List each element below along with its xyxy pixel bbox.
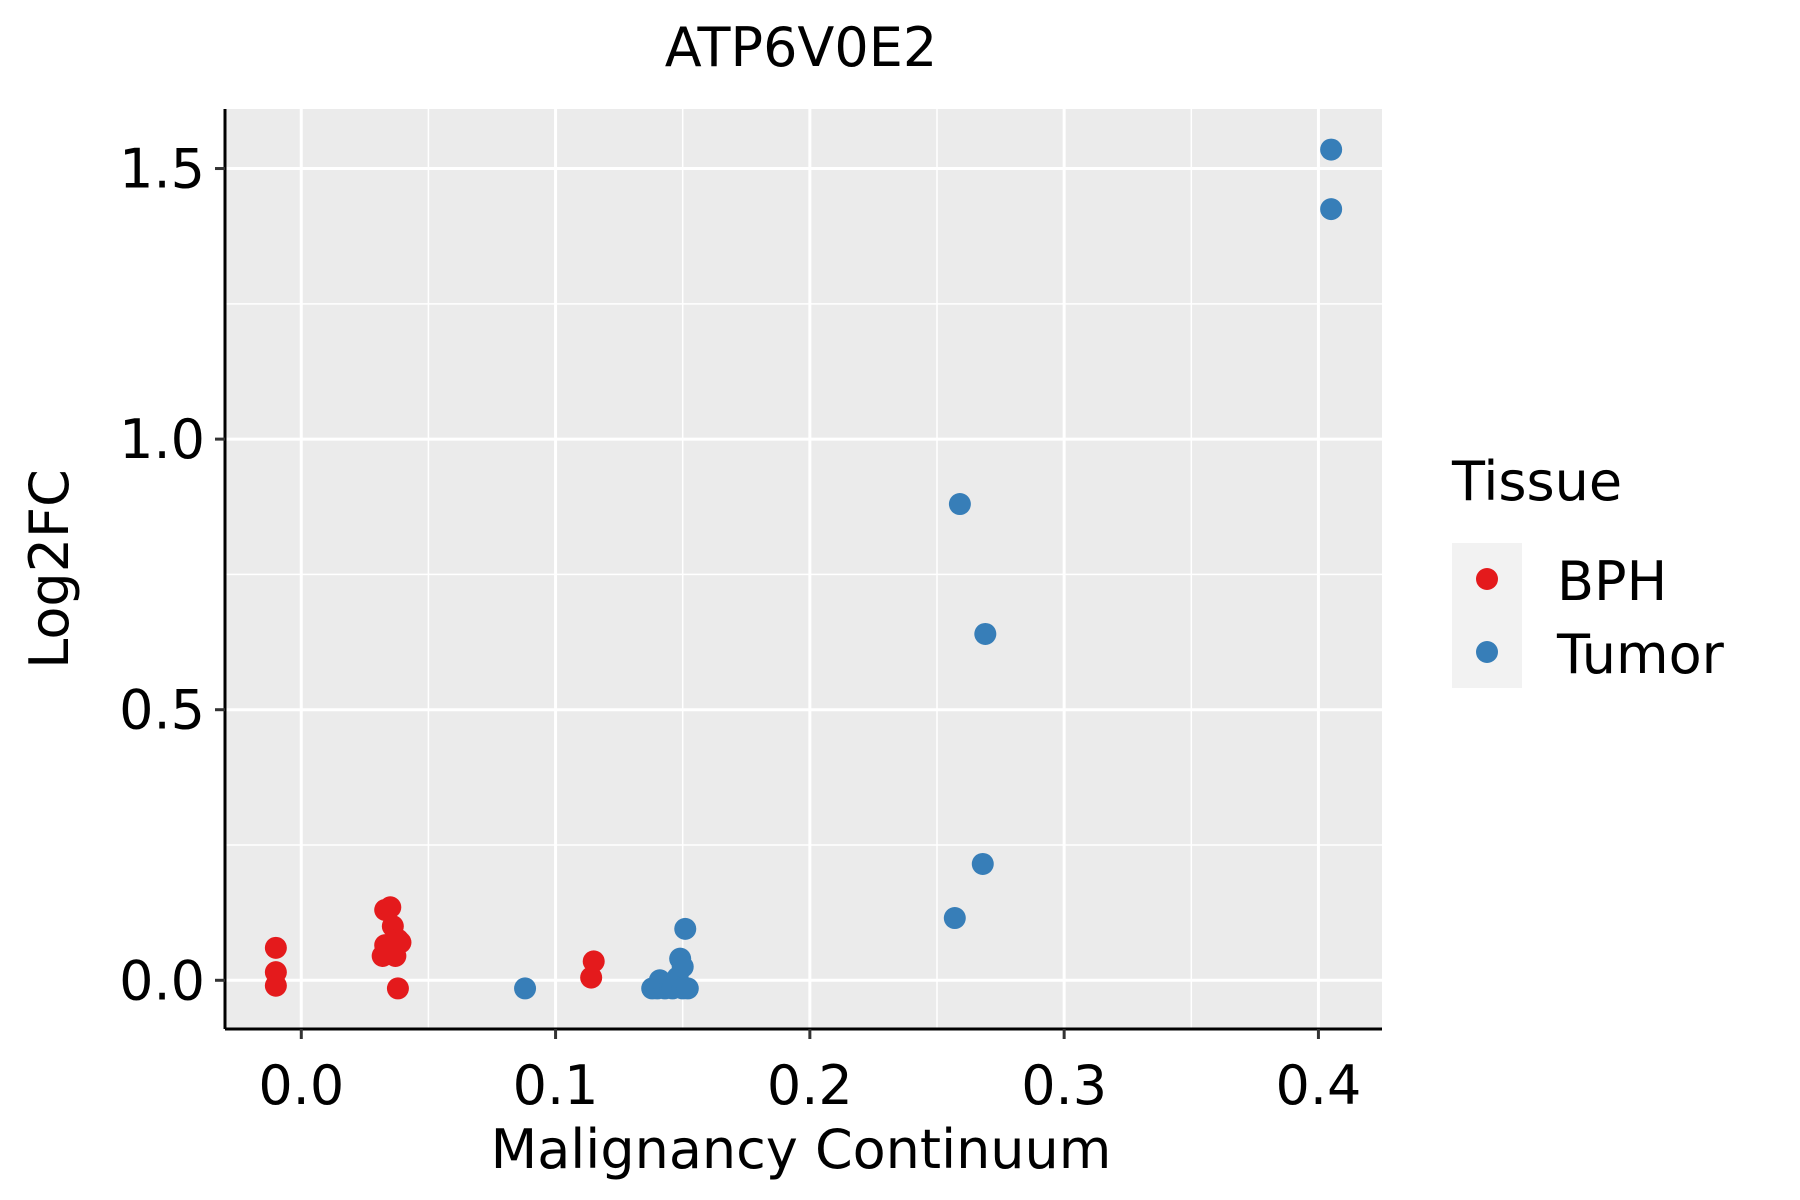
plot-panel bbox=[225, 109, 1382, 1029]
point-tumor bbox=[514, 977, 537, 1000]
point-tumor bbox=[671, 955, 694, 978]
point-bph bbox=[389, 931, 412, 954]
y-tick-label: 0.5 bbox=[119, 679, 205, 742]
y-axis-ticks: 0.0 0.5 1.0 1.5 bbox=[119, 138, 225, 1012]
legend-marker-tumor bbox=[1476, 641, 1498, 663]
y-tick-label: 0.0 bbox=[119, 949, 205, 1012]
x-tick-label: 0.4 bbox=[1275, 1054, 1361, 1117]
point-tumor bbox=[943, 907, 966, 930]
legend-key-background bbox=[1452, 543, 1522, 688]
point-tumor bbox=[974, 622, 997, 645]
x-axis-label: Malignancy Continuum bbox=[491, 1118, 1112, 1181]
point-bph bbox=[379, 896, 402, 919]
x-tick-label: 0.1 bbox=[513, 1054, 599, 1117]
point-tumor bbox=[948, 493, 971, 516]
point-tumor bbox=[1320, 198, 1343, 221]
point-tumor bbox=[676, 977, 699, 1000]
x-axis-ticks: 0.0 0.1 0.2 0.3 0.4 bbox=[258, 1029, 1361, 1117]
point-tumor bbox=[1320, 138, 1343, 161]
legend-label-tumor: Tumor bbox=[1556, 623, 1725, 686]
x-tick-label: 0.3 bbox=[1021, 1054, 1107, 1117]
grid-lines bbox=[225, 109, 1382, 1029]
point-bph bbox=[580, 966, 603, 989]
y-tick-label: 1.0 bbox=[119, 408, 205, 471]
y-tick-label: 1.5 bbox=[119, 138, 205, 201]
point-bph bbox=[582, 950, 605, 973]
point-bph bbox=[264, 974, 287, 997]
legend-marker-bph bbox=[1476, 568, 1498, 590]
point-tumor bbox=[674, 917, 697, 940]
legend-title: Tissue bbox=[1451, 450, 1622, 513]
y-axis-label: Log2FC bbox=[18, 469, 81, 669]
chart-title: ATP6V0E2 bbox=[665, 16, 937, 79]
point-bph bbox=[386, 977, 409, 1000]
legend: Tissue BPH Tumor bbox=[1451, 450, 1725, 688]
point-bph bbox=[264, 936, 287, 959]
data-points bbox=[264, 138, 1343, 1000]
legend-label-bph: BPH bbox=[1557, 550, 1667, 613]
point-tumor bbox=[971, 852, 994, 875]
x-tick-label: 0.2 bbox=[767, 1054, 853, 1117]
x-tick-label: 0.0 bbox=[258, 1054, 344, 1117]
